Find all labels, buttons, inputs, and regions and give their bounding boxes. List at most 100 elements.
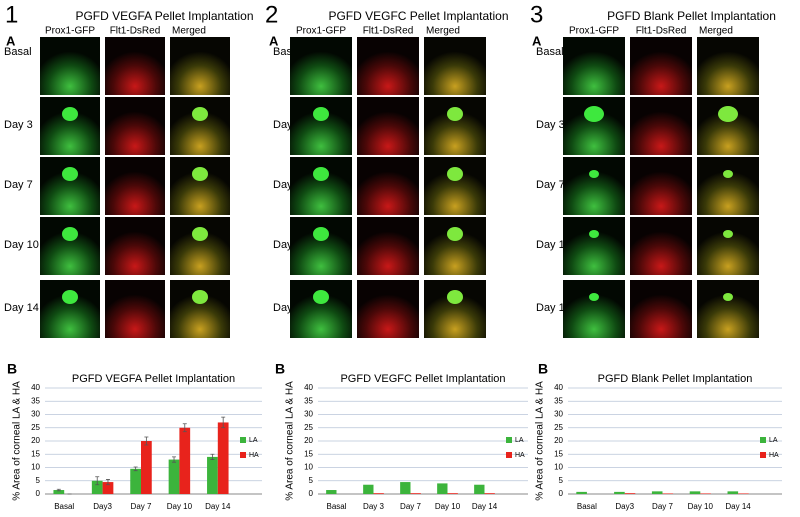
x-tick-label: Day 7 [131,502,152,511]
micrograph [697,157,759,215]
pellet [447,290,463,304]
panel-label-b: B [275,361,285,377]
bar [141,441,152,494]
bar [437,483,448,494]
y-tick-label: 15 [554,449,563,458]
x-tick-label: Day 7 [652,502,673,511]
micrograph [357,97,419,155]
micrograph [290,280,352,338]
bar [373,493,384,494]
micrograph [40,157,100,215]
bar [474,484,485,494]
y-tick-label: 25 [31,423,40,432]
pellet [447,107,463,121]
error-bar [210,453,215,460]
legend-swatch [240,437,246,443]
micrograph [697,37,759,95]
chart-title: PGFD VEGFA Pellet Implantation [72,373,235,385]
panel-number: 3 [530,1,543,28]
panel-label-b: B [7,361,17,377]
micrograph [290,37,352,95]
pellet [313,167,329,181]
y-tick-label: 10 [304,463,313,472]
pellet [589,170,599,178]
row-label: Day 7 [536,179,565,191]
y-axis-label: % Area of corneal LA & HA [12,381,23,501]
micrograph [563,37,625,95]
micrograph [697,217,759,275]
micrograph [563,97,625,155]
bar [624,493,636,494]
y-tick-label: 30 [554,410,563,419]
legend-swatch [760,452,766,458]
micrograph [630,217,692,275]
micrograph [105,217,165,275]
legend-label: HA [249,452,259,459]
pellet [62,227,78,241]
bar [410,493,421,494]
pellet [62,167,78,181]
micrograph [630,157,692,215]
micrograph [105,97,165,155]
y-tick-label: 30 [31,410,40,419]
micrograph [105,157,165,215]
error-bar [144,436,149,446]
micrograph [424,217,486,275]
y-tick-label: 30 [304,410,313,419]
legend-label: HA [515,452,525,459]
row-label: Day 3 [536,119,565,131]
micrograph [40,97,100,155]
x-tick-label: Basal [577,502,597,511]
y-tick-label: 35 [554,396,563,405]
row-label: Day 14 [4,302,39,314]
bar [53,490,65,494]
bar [179,427,191,494]
y-tick-label: 5 [36,476,41,485]
pellet [718,106,738,122]
micrograph [357,280,419,338]
panel-label-a: A [532,33,542,48]
column-header: Prox1-GFP [296,26,346,37]
micrograph [563,157,625,215]
error-bar [133,466,138,472]
y-tick-label: 40 [31,383,40,392]
column-header: Merged [699,26,733,37]
panel-number: 1 [5,1,18,28]
micrograph [424,97,486,155]
micrograph [563,217,625,275]
micrograph [40,217,100,275]
y-tick-label: 15 [304,449,313,458]
column-header: Merged [426,26,460,37]
column-header: Prox1-GFP [569,26,619,37]
y-tick-label: 25 [554,423,563,432]
pellet [313,107,329,121]
pellet [723,293,733,301]
pellet [192,227,208,241]
legend-swatch [240,452,246,458]
micrograph [170,37,230,95]
x-tick-label: Day 14 [725,502,751,511]
bar [217,422,229,494]
error-bar [56,488,61,492]
micrograph [290,157,352,215]
pellet [447,227,463,241]
y-tick-label: 5 [309,476,314,485]
bar [130,468,141,494]
pellet [192,167,208,181]
column-header: Flt1-DsRed [110,26,161,37]
legend-swatch [506,452,512,458]
pellet [584,106,604,122]
y-tick-label: 35 [304,396,313,405]
x-tick-label: Day 14 [205,502,231,511]
row-label: Day 7 [4,179,33,191]
micrograph [697,280,759,338]
panel-title: PGFD VEGFC Pellet Implantation [328,9,508,23]
pellet [62,107,78,121]
y-tick-label: 0 [309,489,314,498]
y-tick-label: 25 [304,423,313,432]
bar [168,459,180,494]
micrograph [105,280,165,338]
micrograph [697,97,759,155]
micrograph [357,37,419,95]
